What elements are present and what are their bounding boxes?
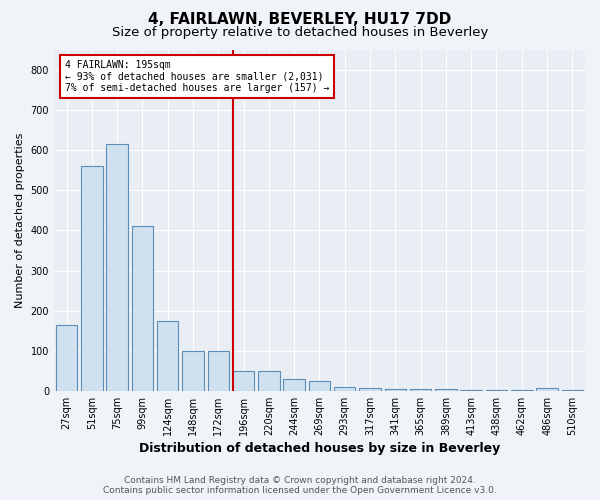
Y-axis label: Number of detached properties: Number of detached properties: [15, 132, 25, 308]
Bar: [258, 371, 280, 391]
Bar: [385, 389, 406, 391]
Bar: [562, 390, 583, 391]
Bar: [334, 387, 355, 391]
Bar: [486, 390, 507, 391]
Bar: [208, 350, 229, 391]
Bar: [410, 389, 431, 391]
Bar: [283, 379, 305, 391]
Bar: [460, 390, 482, 391]
Bar: [106, 144, 128, 391]
Bar: [233, 371, 254, 391]
Text: Size of property relative to detached houses in Beverley: Size of property relative to detached ho…: [112, 26, 488, 39]
Bar: [511, 390, 533, 391]
Text: 4 FAIRLAWN: 195sqm
← 93% of detached houses are smaller (2,031)
7% of semi-detac: 4 FAIRLAWN: 195sqm ← 93% of detached hou…: [65, 60, 329, 94]
Bar: [182, 350, 204, 391]
Text: 4, FAIRLAWN, BEVERLEY, HU17 7DD: 4, FAIRLAWN, BEVERLEY, HU17 7DD: [148, 12, 452, 28]
Bar: [157, 320, 178, 391]
Bar: [536, 388, 558, 391]
Bar: [309, 381, 330, 391]
Bar: [81, 166, 103, 391]
X-axis label: Distribution of detached houses by size in Beverley: Distribution of detached houses by size …: [139, 442, 500, 455]
Text: Contains HM Land Registry data © Crown copyright and database right 2024.
Contai: Contains HM Land Registry data © Crown c…: [103, 476, 497, 495]
Bar: [359, 388, 381, 391]
Bar: [56, 324, 77, 391]
Bar: [131, 226, 153, 391]
Bar: [435, 389, 457, 391]
